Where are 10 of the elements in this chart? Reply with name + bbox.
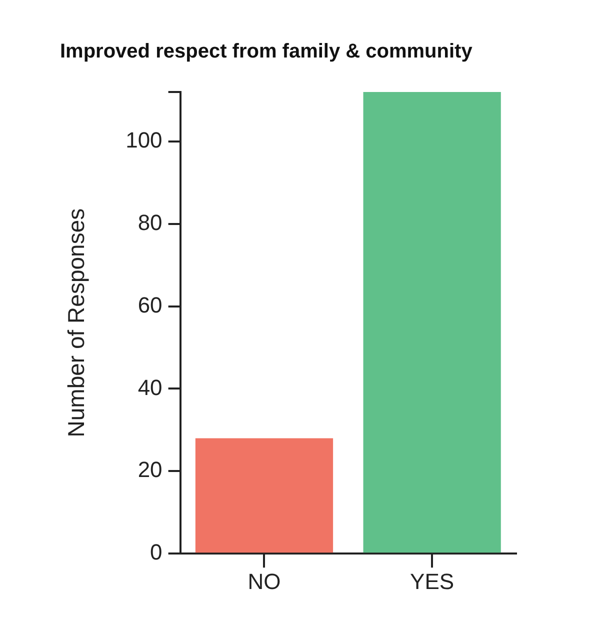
x-tick-label: YES xyxy=(410,568,454,594)
chart-title: Improved respect from family & community xyxy=(60,40,474,63)
y-tick-label: 40 xyxy=(138,374,162,400)
y-axis-title: Number of Responses xyxy=(63,208,90,438)
y-tick-label: 20 xyxy=(138,457,162,482)
x-tick-label: NO xyxy=(248,568,281,594)
y-tick-label: 60 xyxy=(138,292,162,318)
y-tick-label: 0 xyxy=(150,540,162,565)
y-tick-label: 100 xyxy=(126,128,162,153)
y-tick-label: 80 xyxy=(138,210,162,235)
